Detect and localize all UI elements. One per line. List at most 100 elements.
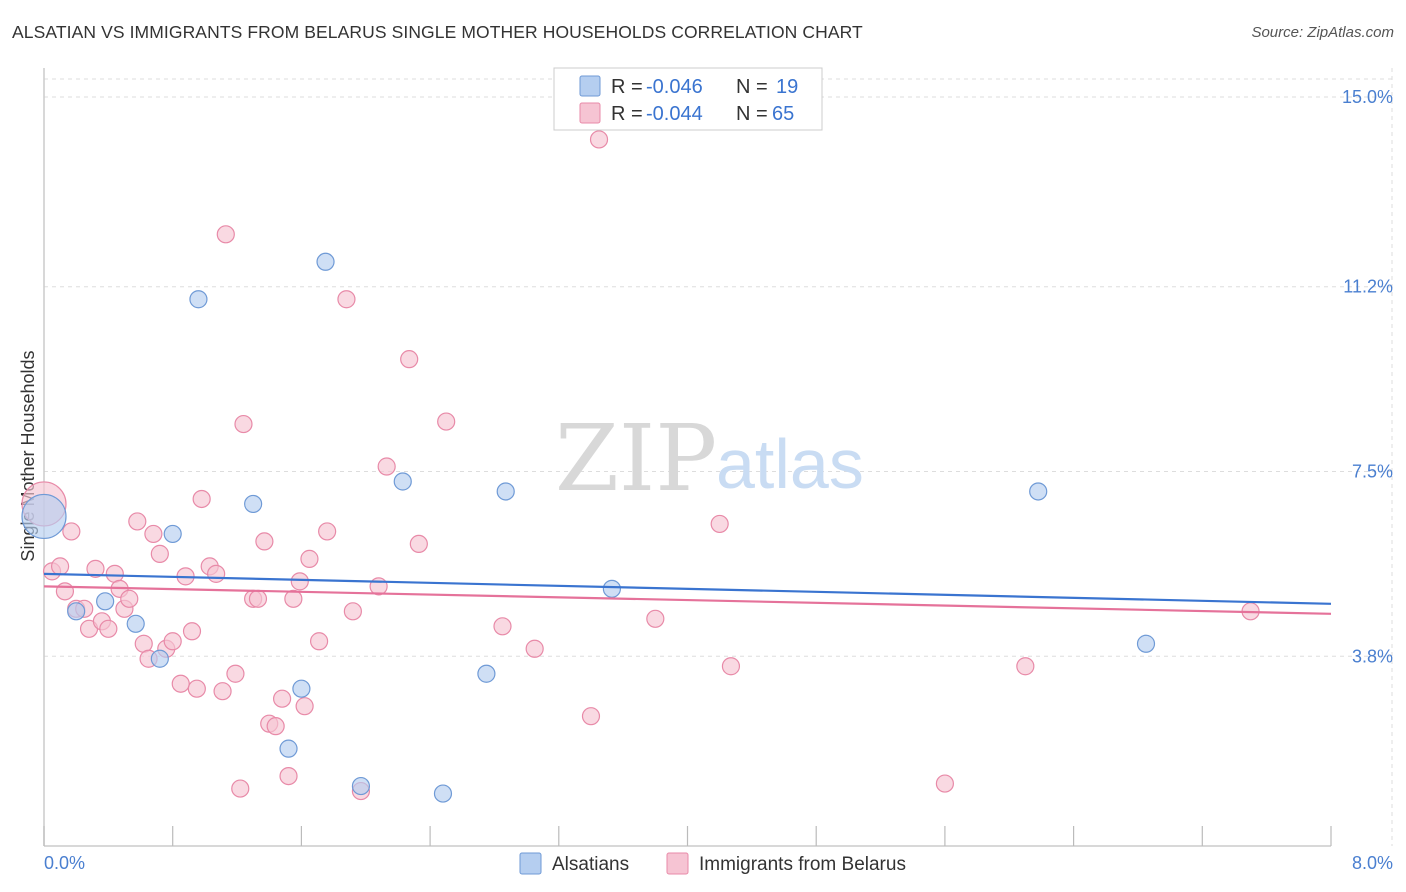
alsatians-point (1136, 634, 1156, 653)
belarus-point (182, 622, 202, 641)
belarus-point (99, 619, 118, 638)
alsatians-point (163, 524, 182, 544)
alsatians-point (496, 482, 515, 501)
belarus-point (255, 532, 274, 551)
belarus-point (589, 130, 609, 149)
legend-alsatians-swatch (519, 852, 542, 875)
belarus-point (120, 589, 139, 608)
belarus-point (192, 489, 211, 509)
x-tick-label: 0.0% (44, 853, 85, 873)
legend-belarus-swatch (666, 852, 689, 875)
belarus-point (272, 689, 292, 708)
belarus-point (337, 290, 356, 309)
watermark-atlas: atlas (716, 425, 864, 503)
belarus-point (163, 632, 182, 651)
x-tick-label: 8.0% (1352, 853, 1393, 873)
stats-legend: R = -0.046 N = 19 R = -0.044 N = 65 (553, 67, 823, 131)
belarus-point (50, 557, 70, 576)
belarus-point (226, 664, 245, 683)
belarus-point (216, 225, 235, 244)
belarus-point (144, 524, 163, 544)
stats-legend-pink-swatch (579, 102, 601, 124)
y-tick-labels: 3.8% 7.5% 11.2% 15.0% (1342, 87, 1393, 666)
belarus-point (300, 549, 319, 568)
series-alsatians (21, 252, 1156, 803)
belarus-point (128, 512, 147, 531)
belarus-point (309, 632, 329, 651)
belarus-point (721, 657, 741, 676)
legend-belarus-label: Immigrants from Belarus (699, 854, 906, 875)
belarus-point (55, 582, 75, 601)
alsatians-point (433, 784, 453, 803)
gridlines (44, 68, 1393, 846)
belarus-point (279, 766, 298, 786)
y-tick-label: 3.8% (1352, 646, 1393, 666)
belarus-point (400, 350, 419, 369)
belarus-point (213, 682, 232, 701)
x-tick-labels: 0.0% 8.0% (44, 853, 1393, 873)
alsatians-point (126, 614, 145, 633)
belarus-point (150, 544, 169, 563)
legend-alsatians-label: Alsatians (552, 854, 629, 875)
alsatians-point (316, 252, 335, 271)
stats-legend-n-label-2: N = (736, 103, 768, 125)
watermark: ZIP atlas (555, 405, 864, 512)
belarus-point (290, 572, 309, 591)
belarus-point (171, 674, 190, 693)
y-tick-label: 7.5% (1352, 462, 1393, 482)
belarus-point (86, 559, 105, 578)
stats-legend-n-value-1: 19 (776, 76, 798, 98)
alsatians-point (96, 592, 115, 611)
alsatians-point (602, 579, 621, 598)
belarus-point (187, 679, 206, 698)
stats-legend-r-label-2: R = (611, 103, 643, 125)
belarus-point (646, 609, 665, 628)
alsatians-point (477, 664, 496, 683)
belarus-point (935, 774, 955, 793)
stats-legend-n-label-1: N = (736, 76, 768, 98)
alsatians-point (292, 679, 311, 698)
belarus-point (284, 589, 303, 608)
alsatians-trend-line (43, 572, 1332, 605)
belarus-point (318, 522, 337, 541)
belarus-point (62, 522, 81, 541)
belarus-point (231, 779, 250, 798)
chart-title: ALSATIAN VS IMMIGRANTS FROM BELARUS SING… (12, 22, 863, 42)
belarus-point (581, 707, 601, 726)
belarus-point (295, 697, 314, 716)
y-tick-label: 15.0% (1342, 87, 1393, 107)
belarus-point (377, 457, 396, 476)
alsatians-point (189, 290, 208, 309)
belarus-point (525, 639, 544, 658)
stats-legend-r-value-1: -0.046 (646, 76, 703, 98)
belarus-point (248, 589, 268, 608)
stats-legend-blue-swatch (579, 75, 601, 97)
belarus-point (493, 617, 512, 636)
belarus-point (710, 514, 729, 534)
stats-legend-n-value-2: 65 (772, 103, 794, 125)
source-label: Source: ZipAtlas.com (1251, 24, 1394, 41)
belarus-point (266, 717, 285, 736)
belarus-trend-line (43, 585, 1332, 615)
alsatians-point (150, 649, 169, 668)
belarus-point (409, 534, 428, 554)
bottom-legend: Alsatians Immigrants from Belarus (519, 852, 906, 875)
belarus-point (343, 602, 362, 621)
watermark-zip: ZIP (555, 405, 717, 512)
alsatians-point (351, 776, 371, 796)
alsatians-point (279, 739, 298, 758)
stats-legend-r-label-1: R = (611, 76, 643, 98)
axes (43, 68, 1332, 847)
trend-lines (43, 572, 1332, 615)
belarus-point (437, 412, 456, 431)
alsatians-point (21, 493, 67, 540)
alsatians-point (67, 602, 86, 621)
alsatians-point (244, 494, 263, 514)
belarus-point (234, 414, 253, 434)
alsatians-point (1029, 482, 1048, 501)
alsatians-point (393, 472, 412, 491)
stats-legend-r-value-2: -0.044 (646, 103, 703, 125)
y-tick-label: 11.2% (1343, 277, 1393, 297)
belarus-point (207, 564, 226, 583)
